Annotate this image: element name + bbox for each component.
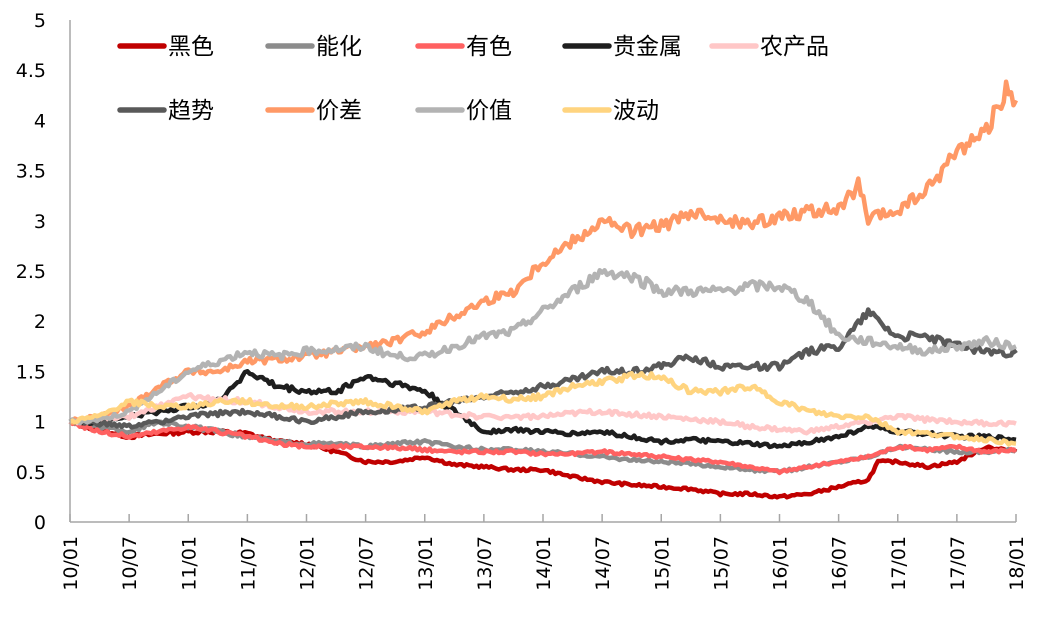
x-tick-label: 12/07 [356,536,378,591]
y-tick-label: 4.5 [16,60,46,82]
x-tick-label: 11/01 [178,536,200,591]
legend-label: 趋势 [168,98,214,124]
series-line-7 [68,268,1017,426]
legend-label: 价差 [316,98,362,124]
y-tick-label: 2 [34,311,46,333]
legend-label: 价值 [466,98,512,124]
x-tick-label: 17/01 [888,536,910,591]
x-tick-label: 14/01 [533,536,555,591]
x-tick-label: 18/01 [1006,536,1028,591]
series-line-6 [69,79,1019,426]
x-tick-label: 13/01 [415,536,437,591]
x-tick-label: 10/07 [119,536,141,591]
x-tick-label: 13/07 [474,536,496,591]
y-tick-label: 3.5 [16,161,46,183]
legend-label: 能化 [316,34,362,60]
series-layer [68,79,1019,500]
y-tick-label: 3 [34,211,46,233]
series-line-3 [68,369,1017,450]
x-tick-label: 12/01 [297,536,319,591]
legend-label: 波动 [613,98,659,124]
x-tick-label: 16/07 [829,536,851,591]
legend-label: 黑色 [168,34,214,60]
legend-label: 贵金属 [613,34,682,60]
x-tick-label: 16/01 [770,536,792,591]
y-tick-label: 0.5 [16,462,46,484]
series-line-5 [69,307,1018,430]
x-tick-label: 10/01 [60,536,82,591]
legend-label: 农产品 [760,34,829,60]
legend-label: 有色 [466,34,512,60]
y-tick-label: 0 [34,512,46,534]
x-tick-label: 15/07 [710,536,732,591]
x-tick-label: 11/07 [237,536,259,591]
y-tick-label: 2.5 [16,261,46,283]
axes: 0 0.5 1 1.5 2 2.5 3 3.5 4 4.5 5 10/01 10/07 11/01 11/0… [16,10,1028,591]
x-tick-label: 14/07 [592,536,614,591]
x-tick-label: 15/01 [651,536,673,591]
y-tick-label: 1 [34,412,46,434]
y-tick-label: 5 [34,10,46,32]
y-tick-label: 4 [34,110,46,132]
y-tick-label: 1.5 [16,361,46,383]
series-line-2 [68,419,1017,476]
x-tick-label: 17/07 [947,536,969,591]
series-line-8 [69,370,1017,447]
